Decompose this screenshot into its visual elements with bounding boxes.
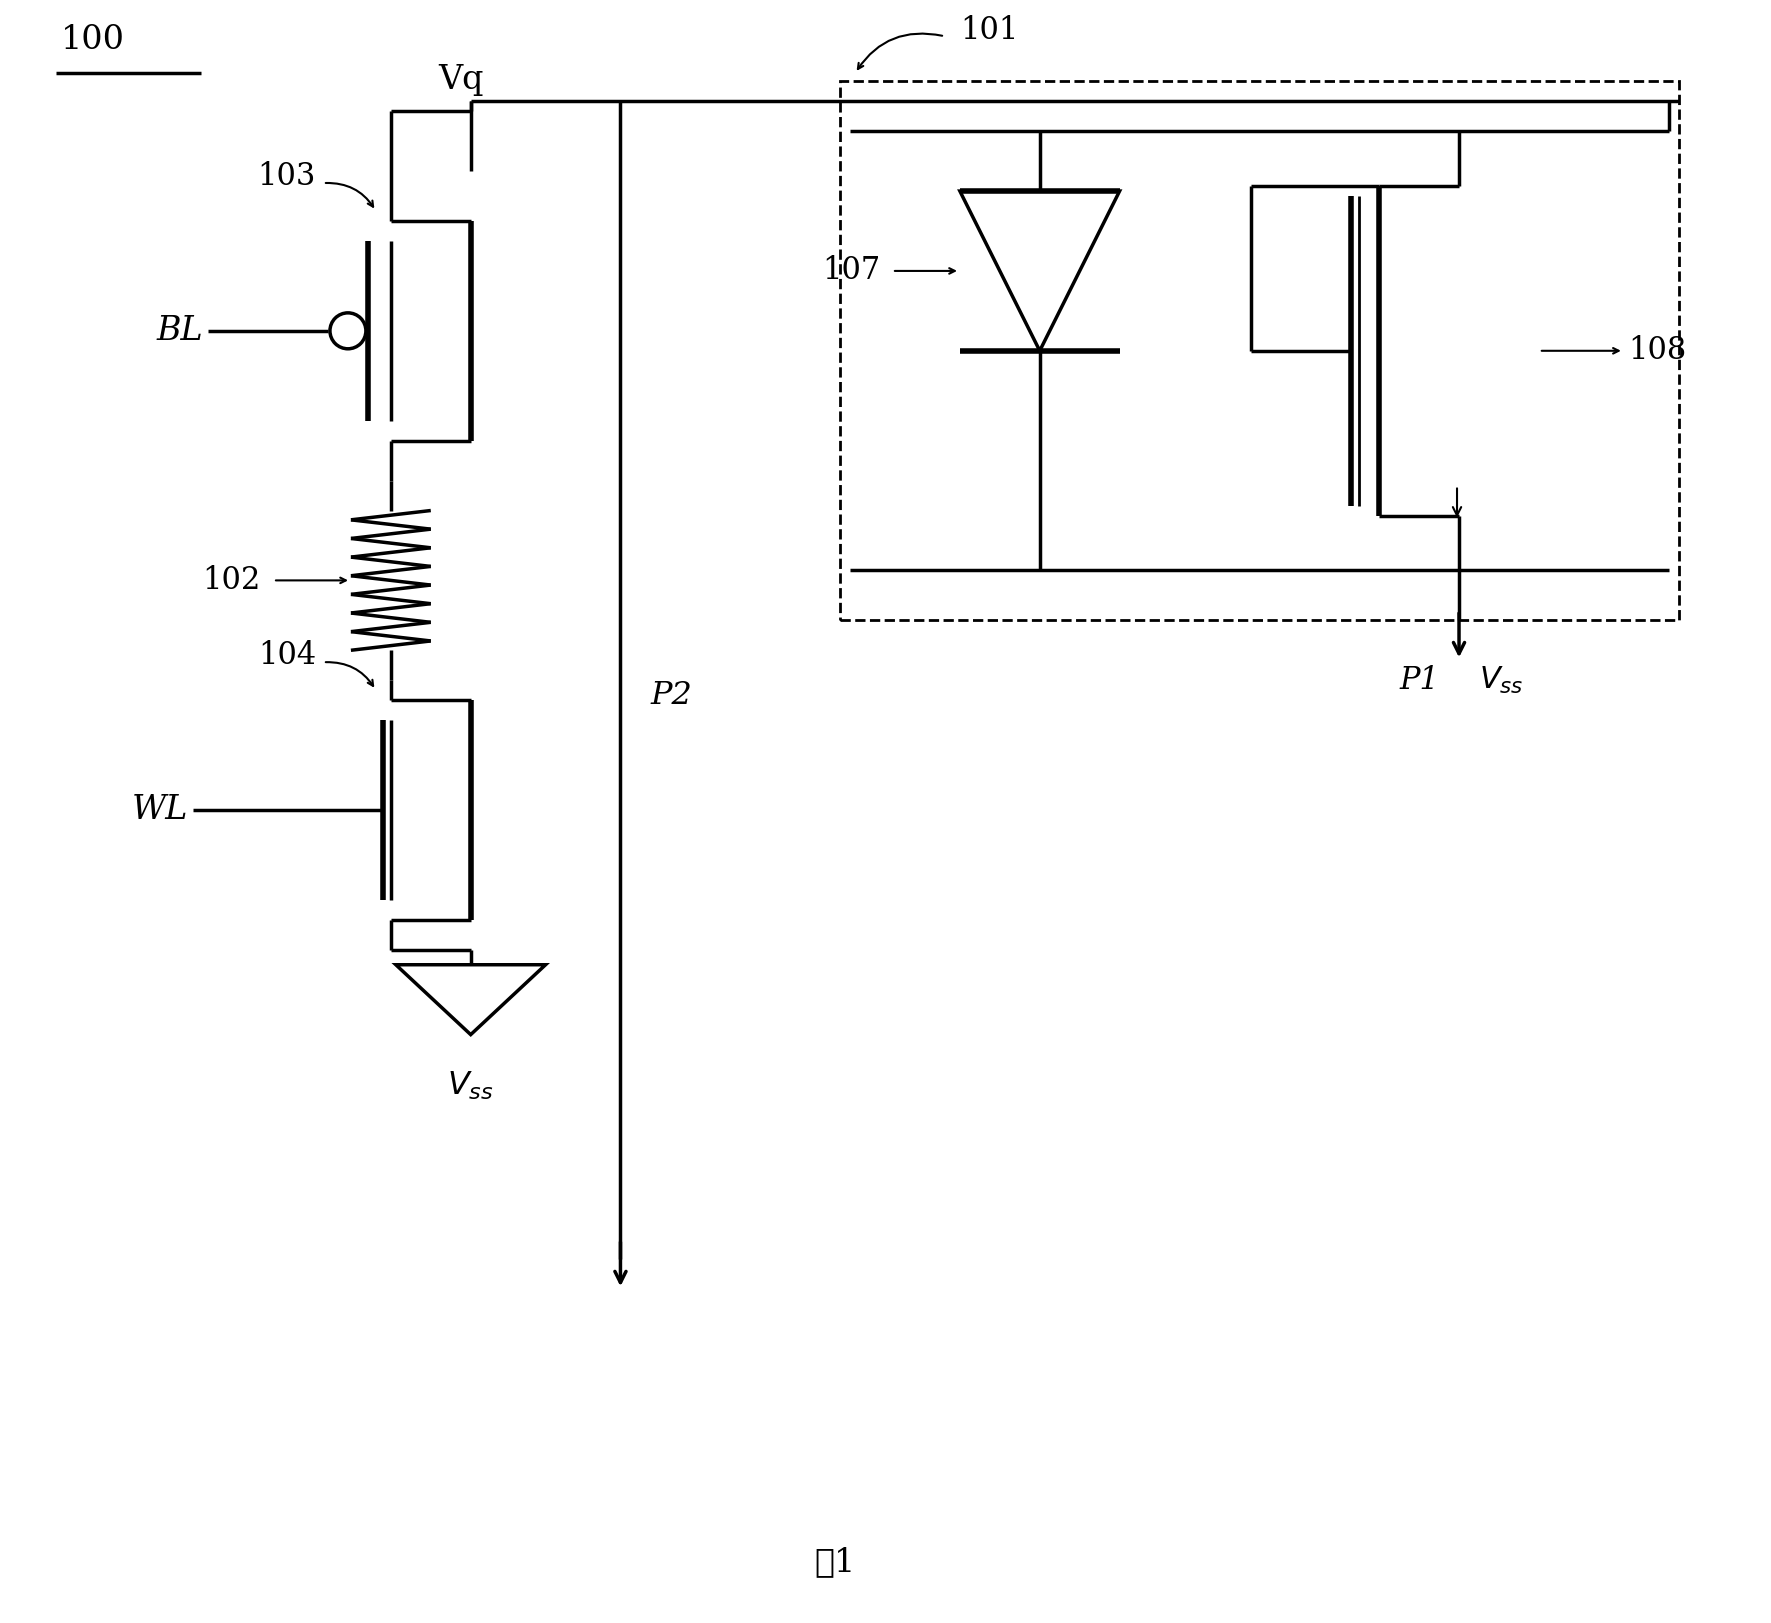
Text: $V_{ss}$: $V_{ss}$ <box>448 1070 494 1102</box>
Text: $V_{ss}$: $V_{ss}$ <box>1479 665 1523 696</box>
Text: BL: BL <box>156 315 204 347</box>
Text: 103: 103 <box>257 161 315 192</box>
Text: WL: WL <box>131 794 188 826</box>
Text: 图1: 图1 <box>815 1545 855 1578</box>
Text: 108: 108 <box>1629 336 1688 367</box>
Text: 107: 107 <box>822 255 880 286</box>
Text: P2: P2 <box>650 680 692 711</box>
Text: 104: 104 <box>259 639 315 670</box>
Text: 102: 102 <box>202 565 260 596</box>
Text: 101: 101 <box>960 15 1018 47</box>
Text: Vq: Vq <box>437 65 483 96</box>
Text: 100: 100 <box>62 24 126 57</box>
Text: P1: P1 <box>1399 665 1440 696</box>
